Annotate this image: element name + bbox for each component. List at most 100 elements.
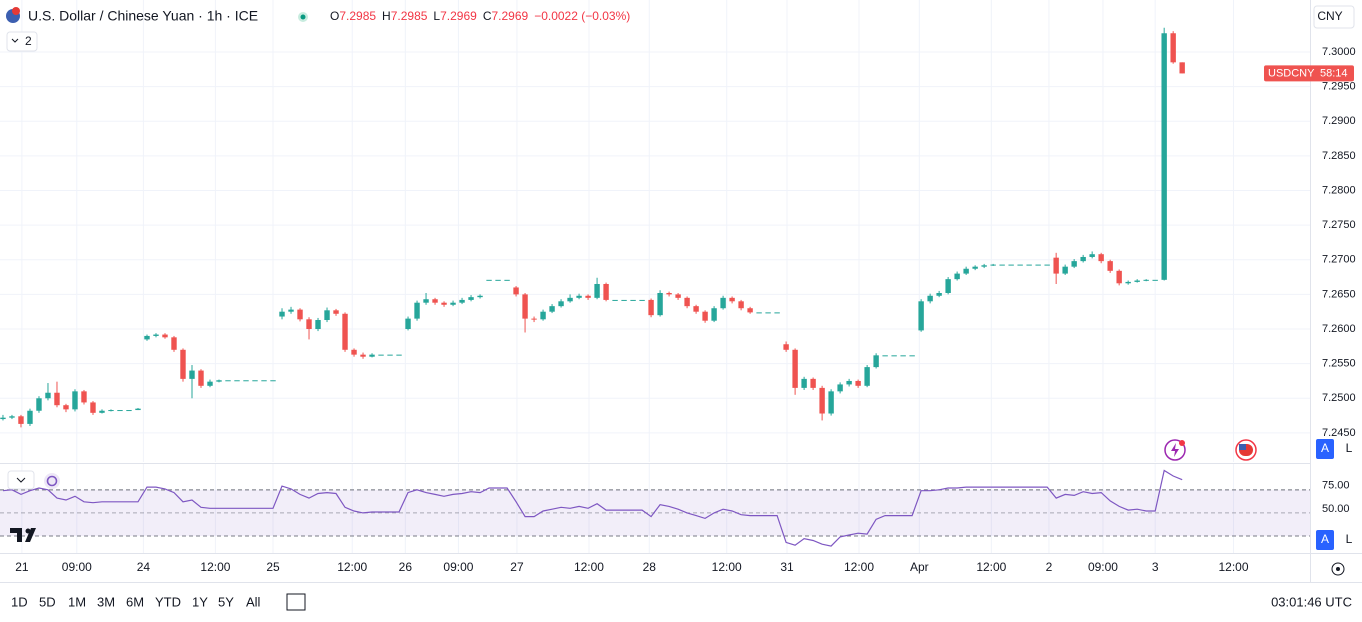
candle-body <box>54 392 60 406</box>
candle-body <box>306 319 312 330</box>
candle-body <box>738 301 744 309</box>
candle-body <box>315 320 321 330</box>
candle-body <box>27 410 33 424</box>
candle-body <box>531 318 537 320</box>
candle-body <box>747 308 753 313</box>
timeframe-button[interactable]: All <box>246 594 261 609</box>
candle-body <box>153 334 159 336</box>
indicator-toggle[interactable] <box>6 31 38 52</box>
candle-body <box>981 265 987 267</box>
auto-button[interactable] <box>1316 439 1334 459</box>
legend-item: 7.2969 <box>440 9 477 23</box>
status-dot <box>300 14 306 20</box>
candle-body <box>1152 279 1158 281</box>
timeframe-button[interactable]: 3M <box>97 594 115 609</box>
pane-collapse[interactable] <box>7 470 35 490</box>
price-tag-countdown: 58:14 <box>1320 67 1348 79</box>
y-tick-label: 75.00 <box>1322 480 1350 492</box>
candle-body <box>72 391 78 410</box>
candle-body <box>117 410 123 412</box>
timeframe-button[interactable]: 1Y <box>192 594 208 609</box>
candle-body <box>441 302 447 305</box>
date-range-icon[interactable] <box>286 593 306 611</box>
x-tick-label: 21 <box>15 560 29 574</box>
candle-body <box>279 311 285 317</box>
candle-body <box>225 380 231 382</box>
candle-body <box>1026 264 1032 266</box>
y-tick-label: 7.2700 <box>1322 254 1356 266</box>
candle-body <box>819 387 825 414</box>
clock: 03:01:46 UTC <box>1271 594 1352 609</box>
candle-body <box>180 349 186 379</box>
candle-body <box>378 354 384 356</box>
timeframe-button[interactable]: 1D <box>11 594 28 609</box>
candle-body <box>963 268 969 274</box>
y-tick-label: 7.2650 <box>1322 288 1356 300</box>
candle-body <box>1161 33 1167 280</box>
candle-body <box>270 380 276 382</box>
candle-body <box>342 313 348 350</box>
candle-body <box>108 410 114 412</box>
legend-item: O <box>330 9 339 23</box>
candle-body <box>1125 281 1131 284</box>
candle-body <box>1044 264 1050 266</box>
legend-item: C <box>483 9 492 23</box>
candle-body <box>549 306 555 312</box>
indicator-count: 2 <box>25 34 32 48</box>
grid <box>0 0 1310 553</box>
log-label[interactable]: L <box>1346 441 1353 455</box>
settings-icon[interactable] <box>1331 562 1345 576</box>
marks <box>0 27 1185 547</box>
timeframe-button[interactable]: 5D <box>39 594 56 609</box>
timeframe-button[interactable]: 5Y <box>218 594 234 609</box>
candle-body <box>954 273 960 280</box>
y-tick-label: 7.2500 <box>1322 392 1356 404</box>
candle-body <box>711 308 717 321</box>
x-tick-label: 2 <box>1046 560 1053 574</box>
candle-body <box>495 279 501 281</box>
candle-body <box>540 311 546 320</box>
candle-body <box>81 391 87 403</box>
candle-body <box>423 299 429 303</box>
candle-body <box>486 279 492 281</box>
flag-icon <box>12 7 20 15</box>
candle-body <box>288 309 294 312</box>
timeframe-button[interactable]: 6M <box>126 594 144 609</box>
timeframe-button[interactable]: 1M <box>68 594 86 609</box>
x-tick-label: 12:00 <box>337 560 367 574</box>
tv-logo <box>25 528 31 534</box>
candle-body <box>189 370 195 379</box>
candle-body <box>1080 256 1086 262</box>
candle-body <box>1017 264 1023 266</box>
timeframes: 1D 5D 1M 3M 6M YTD 1Y 5Y All <box>11 594 261 609</box>
candle-body <box>648 299 654 316</box>
timeframe-button[interactable]: YTD <box>155 594 181 609</box>
candle-body <box>1116 270 1122 284</box>
y-tick-label: 7.2800 <box>1322 184 1356 196</box>
candle-body <box>513 287 519 295</box>
x-tick-label: 12:00 <box>712 560 742 574</box>
candle-body <box>900 355 906 357</box>
candle-body <box>243 380 249 382</box>
candle-body <box>1098 254 1104 262</box>
candle-body <box>783 344 789 350</box>
candle-body <box>1107 261 1113 271</box>
currency-button[interactable] <box>1313 5 1355 29</box>
auto-button[interactable] <box>1316 530 1334 550</box>
refresh-icon[interactable] <box>44 473 60 489</box>
y-tick-label: 7.3000 <box>1322 46 1356 58</box>
rsi-line <box>2 469 1183 547</box>
candle-body <box>297 309 303 320</box>
candle-body <box>621 299 627 301</box>
candle-body <box>369 354 375 357</box>
candle-body <box>927 295 933 302</box>
y-tick-label: 7.2550 <box>1322 358 1356 370</box>
log-label[interactable]: L <box>1346 532 1353 546</box>
candle-body <box>792 349 798 388</box>
candle-body <box>1134 280 1140 282</box>
x-tick-label: 09:00 <box>1088 560 1118 574</box>
candle-body <box>387 354 393 356</box>
candle-body <box>351 349 357 355</box>
ohlc-legend: O7.2985 H7.2985 L7.2969 C7.2969 −0.0022 (−0.… <box>330 9 630 23</box>
